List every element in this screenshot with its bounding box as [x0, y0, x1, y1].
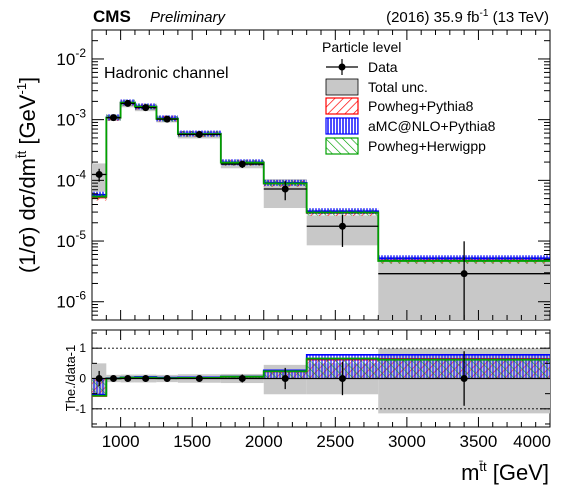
legend-label-amcatnlo-pythia8: aMC@NLO+Pythia8: [368, 118, 496, 134]
main-data-points: [92, 99, 550, 320]
lumi-label: (2016) 35.9 fb-1 (13 TeV): [386, 8, 549, 26]
legend-entry-powheg-pythia8: Powheg+Pythia8: [325, 97, 474, 115]
x-tick-label: 2000: [245, 432, 283, 451]
ratio-y-tick-label: -1: [75, 402, 86, 416]
ratio-data-point: [238, 375, 246, 382]
data-point: [238, 160, 246, 168]
legend-label-powheg-pythia8: Powheg+Pythia8: [368, 98, 474, 114]
ratio-y-axis: -1 0 1: [75, 332, 550, 425]
data-point: [338, 222, 346, 230]
data-point: [142, 104, 150, 112]
data-point: [195, 130, 203, 138]
ratio-y-tick-label: 0: [79, 372, 86, 386]
data-point: [281, 185, 289, 193]
main-x-axis-ticks: [91, 30, 551, 320]
ratio-band-powheg_herwigpp: [92, 378, 107, 396]
legend-entry-powheg-herwigpp: Powheg+Herwigpp: [325, 137, 486, 155]
data-marker-icon: [338, 63, 346, 71]
y-tick-label: 10-3: [56, 107, 86, 130]
legend-label-total-unc: Total unc.: [368, 79, 428, 95]
data-point: [124, 99, 132, 107]
legend-entry-data: Data: [326, 59, 398, 75]
ratio-data-point: [124, 375, 132, 382]
x-tick-label: 4000: [513, 432, 551, 451]
ratio-y-axis-label: The./data-1: [63, 345, 78, 412]
y-tick-label: 10-5: [56, 228, 86, 251]
ratio-data-point: [460, 375, 468, 382]
x-tick-label: 1500: [173, 432, 211, 451]
ratio-data-point: [109, 375, 117, 382]
legend-label-data: Data: [368, 59, 398, 75]
data-point: [109, 114, 117, 122]
ratio-x-axis: 1000 1500 2000 2500 3000 3500 4000: [91, 330, 551, 451]
y-tick-label: 10-6: [56, 289, 86, 312]
legend-title: Particle level: [322, 39, 401, 55]
main-panel: 10-2 10-3 10-4 10-5 10-6 Hadronic channel (1…: [14, 29, 551, 321]
ratio-data-point: [338, 375, 346, 382]
main-y-axis: 10-2 10-3 10-4 10-5 10-6: [56, 29, 550, 321]
x-axis-label: mt̄t [GeV]: [461, 459, 549, 485]
main-y-axis-label: (1/σ) dσ/dmt̄t [GeV-1]: [14, 77, 40, 273]
channel-annotation: Hadronic channel: [104, 65, 229, 82]
x-tick-label: 3500: [460, 432, 498, 451]
mc-line-powheg_herwigpp: [92, 101, 550, 262]
legend: Particle level Data Total unc. Powheg+Py…: [322, 39, 496, 155]
data-point: [163, 115, 171, 123]
y-tick-label: 10-4: [56, 167, 86, 190]
legend-entry-amcatnlo-pythia8: aMC@NLO+Pythia8: [325, 117, 496, 135]
ratio-data-point: [195, 375, 203, 382]
experiment-label: CMS: [93, 7, 131, 26]
ratio-data-point: [281, 375, 289, 382]
ratio-data-point: [163, 375, 171, 382]
x-tick-label: 3000: [388, 432, 426, 451]
ratio-y-tick-label: 1: [79, 341, 86, 355]
ratio-reference-lines: [92, 347, 550, 410]
legend-entry-total-unc: Total unc.: [325, 78, 428, 96]
x-tick-label: 2500: [316, 432, 354, 451]
data-point: [460, 270, 468, 278]
status-label: Preliminary: [150, 9, 227, 26]
data-point: [95, 170, 103, 178]
ratio-data-point: [142, 375, 150, 382]
ratio-panel: -1 0 1 1000 1500 2000 2500 3000 3500 4000 The./d…: [63, 329, 551, 485]
x-tick-label: 1000: [102, 432, 140, 451]
y-tick-label: 10-2: [56, 46, 86, 69]
legend-label-powheg-herwigpp: Powheg+Herwigpp: [368, 138, 486, 154]
